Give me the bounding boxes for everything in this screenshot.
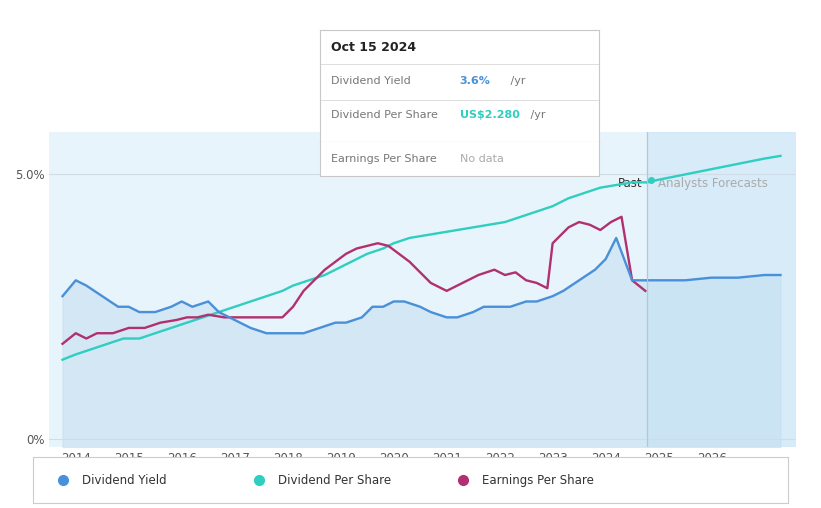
Bar bbox=[647, 132, 796, 447]
Text: Past: Past bbox=[618, 177, 643, 190]
Text: Dividend Per Share: Dividend Per Share bbox=[278, 473, 392, 487]
Text: Dividend Yield: Dividend Yield bbox=[82, 473, 167, 487]
Text: Earnings Per Share: Earnings Per Share bbox=[332, 154, 437, 164]
Text: US$2.280: US$2.280 bbox=[460, 110, 520, 120]
Text: Earnings Per Share: Earnings Per Share bbox=[482, 473, 594, 487]
Text: Dividend Yield: Dividend Yield bbox=[332, 76, 411, 86]
Text: /yr: /yr bbox=[507, 76, 525, 86]
Text: 3.6%: 3.6% bbox=[460, 76, 491, 86]
Text: Dividend Per Share: Dividend Per Share bbox=[332, 110, 438, 120]
Text: /yr: /yr bbox=[527, 110, 545, 120]
Text: Oct 15 2024: Oct 15 2024 bbox=[332, 41, 416, 54]
Text: No data: No data bbox=[460, 154, 503, 164]
Text: Analysts Forecasts: Analysts Forecasts bbox=[658, 177, 768, 190]
